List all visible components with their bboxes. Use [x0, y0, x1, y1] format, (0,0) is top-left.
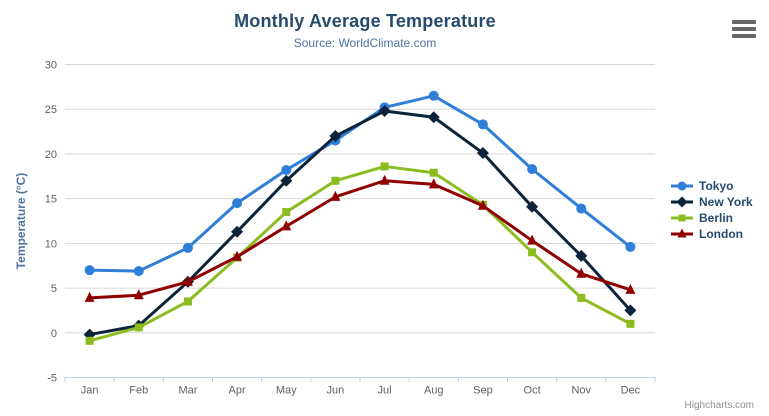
data-point-london-aug[interactable] — [428, 178, 439, 189]
data-point-berlin-nov[interactable] — [577, 293, 586, 302]
data-point-london-apr[interactable] — [232, 250, 243, 261]
legend-marker-shape — [676, 196, 688, 208]
data-point-london-feb[interactable] — [133, 289, 144, 300]
x-axis-label: Aug — [424, 385, 444, 397]
data-point-tokyo-oct[interactable] — [527, 164, 538, 175]
y-axis-label: 5 — [51, 283, 57, 295]
data-point-london-dec[interactable] — [625, 283, 636, 294]
y-axis-label: 10 — [45, 238, 57, 250]
series-new-york[interactable] — [83, 105, 637, 341]
y-axis-label: 30 — [45, 60, 57, 72]
data-point-berlin-jul[interactable] — [380, 162, 389, 171]
data-point-berlin-aug[interactable] — [429, 168, 438, 177]
legend-item-berlin[interactable]: Berlin — [670, 210, 753, 226]
data-point-tokyo-may[interactable] — [281, 165, 292, 176]
x-axis-label: Oct — [524, 385, 541, 397]
data-point-tokyo-mar[interactable] — [182, 242, 193, 253]
data-point-tokyo-apr[interactable] — [232, 198, 243, 209]
data-point-london-jun[interactable] — [330, 190, 341, 201]
y-axis-title: Temperature (°C) — [14, 173, 28, 270]
data-point-tokyo-sep[interactable] — [477, 119, 488, 130]
data-point-london-jul[interactable] — [379, 174, 390, 185]
legend-label: Tokyo — [699, 179, 734, 193]
chart-title: Monthly Average Temperature — [234, 11, 496, 31]
legend-label: London — [699, 227, 743, 241]
data-point-london-oct[interactable] — [527, 234, 538, 245]
legend-marker-shape — [677, 228, 687, 238]
series-line-new-york[interactable] — [88, 109, 632, 337]
data-point-tokyo-feb[interactable] — [133, 266, 144, 277]
hamburger-icon — [732, 20, 756, 24]
data-point-tokyo-dec[interactable] — [625, 241, 636, 252]
x-axis-label: Nov — [571, 385, 591, 397]
data-point-berlin-feb[interactable] — [134, 323, 143, 332]
x-axis-label: Jul — [378, 385, 392, 397]
x-axis-label: Dec — [621, 385, 641, 397]
data-point-berlin-dec[interactable] — [626, 319, 635, 328]
legend-item-new-york[interactable]: New York — [670, 194, 753, 210]
data-point-new-york-may[interactable] — [280, 174, 293, 187]
legend: Tokyo New York Berlin London — [670, 178, 753, 242]
hamburger-icon — [732, 34, 756, 38]
data-point-new-york-apr[interactable] — [231, 225, 244, 238]
x-axis-label: Sep — [473, 385, 493, 397]
y-axis-label: -5 — [47, 373, 57, 385]
data-point-berlin-jan[interactable] — [85, 336, 94, 345]
series-line-berlin[interactable] — [88, 164, 632, 343]
data-point-new-york-jun[interactable] — [329, 130, 342, 143]
hamburger-icon — [732, 27, 756, 31]
legend-marker-shape — [678, 214, 686, 222]
data-point-berlin-may[interactable] — [282, 208, 291, 217]
legend-item-london[interactable]: London — [670, 226, 753, 242]
y-axis-label: 25 — [45, 104, 57, 116]
series-tokyo[interactable] — [84, 90, 636, 277]
y-axis-label: 15 — [45, 194, 57, 206]
data-point-new-york-oct[interactable] — [526, 200, 539, 213]
series-line-london[interactable] — [88, 179, 632, 300]
legend-marker-diamond-icon — [671, 196, 693, 208]
data-point-tokyo-nov[interactable] — [576, 203, 587, 214]
legend-label: Berlin — [699, 211, 734, 225]
data-point-new-york-nov[interactable] — [575, 249, 588, 262]
legend-marker-triangle-icon — [671, 228, 693, 238]
data-point-new-york-jul[interactable] — [378, 105, 391, 118]
x-axis-label: Apr — [229, 385, 246, 397]
data-point-new-york-dec[interactable] — [624, 304, 637, 317]
x-axis-label: May — [276, 385, 297, 397]
x-axis-label: Feb — [129, 385, 148, 397]
y-axis-label: 0 — [51, 328, 57, 340]
data-point-london-mar[interactable] — [182, 275, 193, 286]
data-point-london-nov[interactable] — [576, 267, 587, 278]
data-point-new-york-aug[interactable] — [427, 111, 440, 124]
data-point-berlin-jun[interactable] — [331, 176, 340, 185]
chart-subtitle: Source: WorldClimate.com — [293, 36, 437, 50]
data-point-tokyo-jan[interactable] — [84, 265, 95, 276]
export-menu-button[interactable] — [732, 20, 756, 38]
x-axis-label: Jan — [81, 385, 99, 397]
y-axis-label: 20 — [45, 149, 57, 161]
x-axis-label: Mar — [178, 385, 197, 397]
data-point-tokyo-aug[interactable] — [428, 90, 439, 101]
data-point-new-york-sep[interactable] — [476, 147, 489, 160]
data-point-london-sep[interactable] — [477, 199, 488, 210]
data-point-london-may[interactable] — [281, 220, 292, 231]
legend-marker-circle-icon — [671, 181, 693, 191]
x-axis-label: Jun — [327, 385, 345, 397]
legend-marker-shape — [677, 181, 687, 191]
series-london[interactable] — [84, 174, 636, 302]
credits-link[interactable]: Highcharts.com — [684, 400, 754, 411]
data-point-berlin-oct[interactable] — [528, 248, 537, 257]
legend-marker-square-icon — [671, 214, 693, 222]
legend-label: New York — [699, 195, 753, 209]
data-point-london-jan[interactable] — [84, 291, 95, 302]
data-point-berlin-mar[interactable] — [183, 297, 192, 306]
legend-item-tokyo[interactable]: Tokyo — [670, 178, 753, 194]
